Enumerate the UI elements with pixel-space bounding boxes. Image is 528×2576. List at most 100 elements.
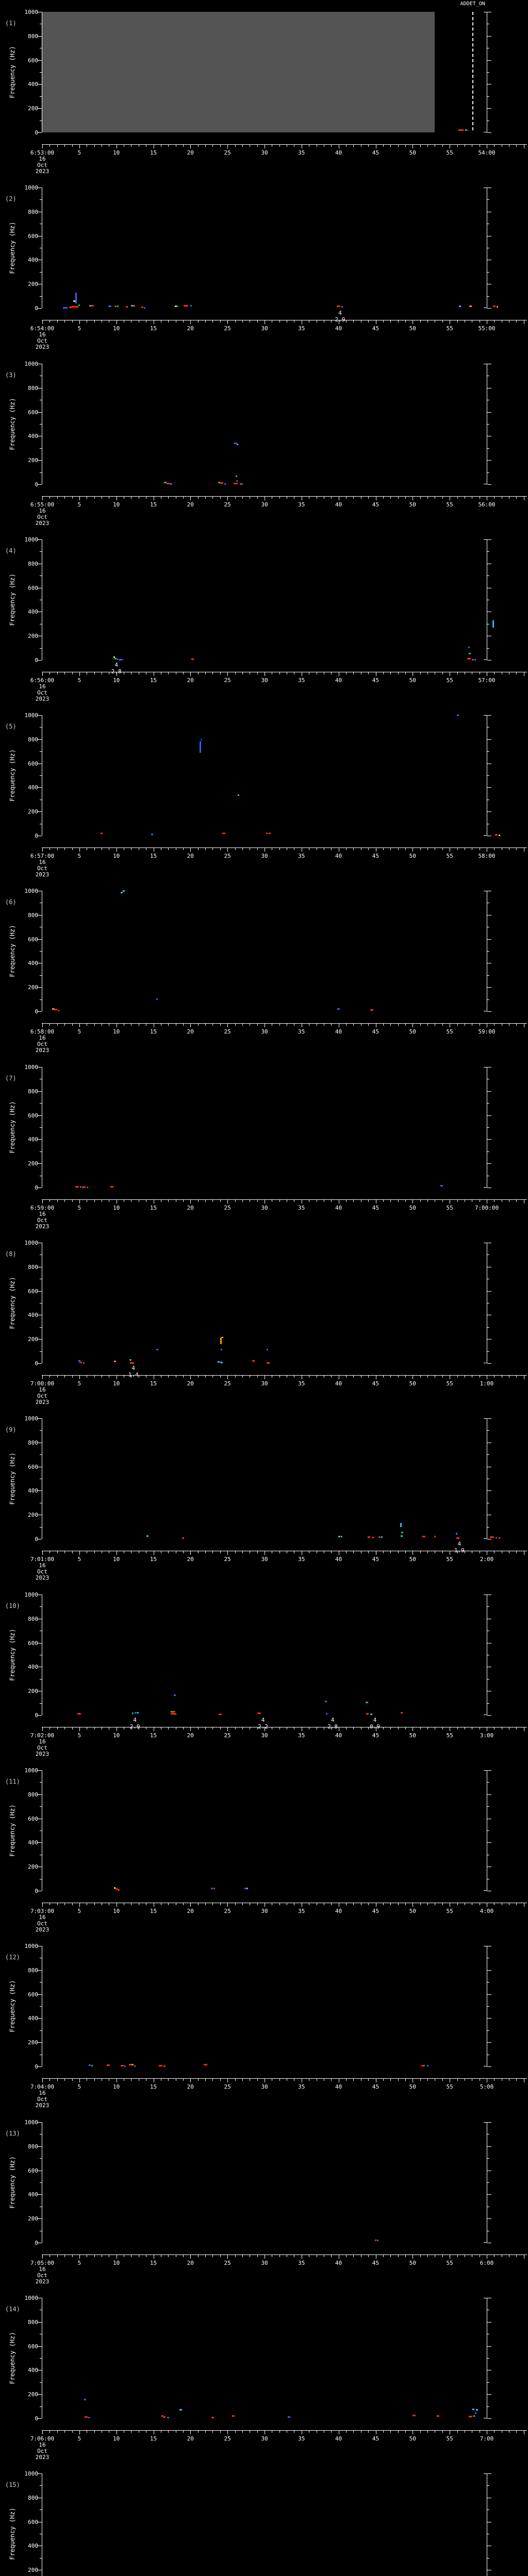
x-tick-label: 40 (335, 325, 342, 332)
x-tick-label: 35 (298, 1556, 305, 1563)
detection-mark (468, 652, 471, 654)
x-tick (368, 1551, 369, 1553)
detection-mark (133, 305, 136, 307)
x-tick-label: 40 (335, 1205, 342, 1211)
y-tick (38, 1339, 42, 1340)
x-tick-label: 45 (372, 2260, 380, 2266)
x-tick (94, 672, 95, 674)
y-tick-label: 200 (28, 2039, 38, 2046)
detection-mark (161, 2415, 163, 2417)
x-tick (242, 848, 243, 850)
x-tick (220, 320, 221, 323)
x-tick (183, 1903, 184, 1905)
right-axis-tick (487, 975, 489, 976)
x-tick (57, 497, 58, 499)
x-tick (368, 1376, 369, 1378)
x-tick-label: 50 (409, 1028, 416, 1035)
x-tick (227, 2079, 228, 2082)
x-tick-label: 35 (298, 1732, 305, 1739)
x-tick-label: 45 (372, 677, 380, 684)
x-tick-label: 5 (77, 1732, 81, 1739)
x-tick-label: 55 (446, 149, 453, 156)
y-tick-label: 800 (28, 560, 38, 567)
detection-mark (119, 659, 123, 660)
x-tick-label: 5 (77, 1205, 81, 1211)
detection-mark (468, 646, 470, 648)
x-tick-label: 20 (187, 677, 194, 684)
x-tick (427, 1200, 428, 1202)
x-tick-label: 15 (150, 2260, 157, 2266)
spectrogram-panel: (11) Frequency (Hz) 0 200 400 600 800 1000 5 10 15… (0, 1758, 528, 1935)
right-axis-tick (487, 1770, 491, 1771)
x-tick (442, 672, 443, 674)
x-tick (398, 2255, 399, 2257)
x-tick (412, 1376, 414, 1379)
x-tick-label: 50 (409, 2435, 416, 2442)
panel-number-label: (3) (5, 371, 16, 379)
x-tick (390, 2079, 391, 2081)
date-label: 16 (39, 1386, 46, 1393)
x-tick (64, 145, 65, 147)
x-tick (442, 848, 443, 850)
x-tick-label: 50 (409, 1556, 416, 1563)
right-axis-tick (487, 1806, 489, 1807)
x-tick (398, 497, 399, 499)
x-tick (383, 1551, 384, 1553)
x-tick-label: 55 (446, 1205, 453, 1211)
date-label: Oct (37, 689, 47, 696)
x-tick-label: 10 (113, 1380, 120, 1387)
y-tick (38, 2066, 42, 2067)
x-tick (94, 2431, 95, 2433)
x-tick (227, 145, 228, 148)
x-tick (212, 672, 213, 674)
y-tick (38, 914, 42, 916)
right-axis-tick (487, 1490, 491, 1492)
right-axis-tick (487, 2146, 491, 2147)
detection-mark (269, 833, 271, 835)
detection-mark (117, 306, 119, 308)
x-tick (242, 1376, 243, 1378)
x-tick (331, 2079, 332, 2081)
right-axis-tick (487, 1994, 491, 1995)
x-tick-label: 25 (224, 1380, 231, 1387)
x-axis-end-label: 7:00:00 (474, 1205, 499, 1211)
x-tick (235, 1200, 236, 1202)
y-tick (40, 448, 42, 449)
x-tick-label: 40 (335, 853, 342, 859)
x-tick-label: 30 (261, 325, 268, 332)
date-label: 2023 (35, 520, 50, 527)
x-tick (257, 1200, 258, 1202)
panel-number-label: (15) (5, 2481, 20, 2488)
right-axis-cap (484, 2473, 487, 2474)
x-tick (516, 2431, 517, 2433)
x-axis-start-label: 6:54:00 (30, 325, 55, 332)
y-tick (38, 715, 42, 716)
x-tick (197, 1376, 199, 1378)
detection-mark (458, 129, 464, 131)
date-label: 2023 (35, 2278, 50, 2285)
detection-mark (58, 1009, 60, 1011)
x-tick (72, 2255, 73, 2257)
detection-mark (241, 483, 243, 485)
x-tick-label: 50 (409, 501, 416, 508)
x-tick-label: 55 (446, 501, 453, 508)
x-tick (79, 2255, 80, 2259)
detection-mark (91, 305, 94, 307)
x-tick-label: 20 (187, 2083, 194, 2090)
right-axis-tick (487, 1115, 491, 1116)
detection-mark (496, 306, 498, 308)
x-tick (353, 1727, 354, 1730)
x-tick (516, 848, 517, 850)
detection-mark (217, 1361, 220, 1363)
detection-mark (54, 1009, 57, 1011)
date-label: 16 (39, 2090, 46, 2096)
y-tick (38, 2194, 42, 2195)
detection-mark (456, 715, 459, 716)
x-tick-label: 30 (261, 1908, 268, 1914)
y-tick-label: 800 (28, 1615, 38, 1622)
y-tick (38, 1139, 42, 1140)
x-tick (398, 1200, 399, 1202)
detection-mark (71, 306, 78, 308)
y-tick-label: 1000 (24, 1591, 39, 1598)
x-axis-end-label: 7:00 (480, 2435, 494, 2442)
